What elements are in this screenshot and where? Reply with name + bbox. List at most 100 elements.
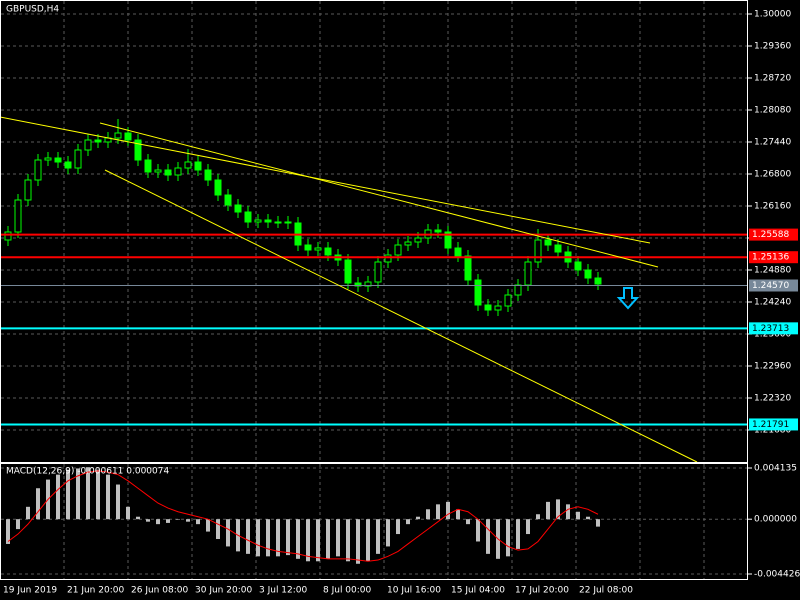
candle-body xyxy=(144,159,152,173)
trendline xyxy=(104,169,698,463)
candle-body xyxy=(534,239,542,263)
macd-bar xyxy=(6,519,10,544)
chart-title: GBPUSD,H4 xyxy=(6,5,59,15)
candle-body xyxy=(214,179,222,196)
candle-body xyxy=(504,294,512,307)
y-tick-label: 1.26800 xyxy=(754,170,791,180)
candle-body xyxy=(74,149,82,169)
macd-bar xyxy=(386,519,390,547)
candle-body xyxy=(524,261,532,286)
price-level-tag xyxy=(749,251,798,264)
macd-bar xyxy=(426,509,430,520)
macd-bar xyxy=(96,469,100,520)
price-level-label: 1.23713 xyxy=(752,324,789,334)
macd-bar xyxy=(356,519,360,564)
macd-bar xyxy=(316,519,320,562)
macd-bar xyxy=(296,519,300,559)
macd-bar xyxy=(256,519,260,557)
candle-body xyxy=(4,231,12,241)
candle-body xyxy=(324,247,332,256)
indicator-title: MACD(12,26,9) -0.000611 0.000074 xyxy=(6,467,169,477)
macd-bar xyxy=(176,519,180,520)
candle-body xyxy=(584,269,592,279)
price-level-tag xyxy=(749,322,798,335)
macd-bar xyxy=(116,484,120,520)
sell-arrow xyxy=(616,287,640,310)
macd-bar xyxy=(546,501,550,520)
candle-body xyxy=(284,221,292,224)
candle-body xyxy=(194,161,202,171)
macd-bar xyxy=(376,519,380,554)
macd-bar xyxy=(136,516,140,520)
y-tick-label: 0.004135 xyxy=(754,464,797,474)
candle-body xyxy=(414,237,422,243)
candle-body xyxy=(234,204,242,213)
candle-body xyxy=(594,277,602,285)
y-tick-label: -0.004426 xyxy=(754,569,800,579)
macd-bar xyxy=(586,516,590,520)
candle-body xyxy=(14,199,22,233)
macd-bar xyxy=(576,511,580,520)
candle-body xyxy=(434,229,442,233)
macd-bar xyxy=(206,519,210,532)
candle-body xyxy=(304,244,312,251)
candle-body xyxy=(474,279,482,306)
macd-bar xyxy=(216,519,220,540)
y-tick-label: 1.26160 xyxy=(754,202,791,212)
candle-body xyxy=(494,305,502,311)
candle-body xyxy=(64,161,72,169)
macd-bar xyxy=(436,504,440,520)
x-tick-label: 22 Jul 08:00 xyxy=(579,586,633,596)
y-tick-label: 1.22960 xyxy=(754,362,791,372)
candle-body xyxy=(34,159,42,181)
x-tick-label: 10 Jul 16:00 xyxy=(387,586,441,596)
y-tick-label: 1.27440 xyxy=(754,138,791,148)
candle-body xyxy=(54,157,62,163)
candle-body xyxy=(574,261,582,271)
macd-bar xyxy=(516,519,520,549)
candle-body xyxy=(94,139,102,143)
price-level-label: 1.25136 xyxy=(752,253,789,263)
macd-bar xyxy=(446,501,450,520)
candle-body xyxy=(374,261,382,283)
candle-body xyxy=(164,169,172,176)
macd-bar xyxy=(196,519,200,525)
candle-body xyxy=(274,221,282,224)
macd-bar xyxy=(336,519,340,557)
y-tick-label: 1.28080 xyxy=(754,106,791,116)
price-level-label: 1.21791 xyxy=(752,420,789,430)
macd-bar xyxy=(166,519,170,523)
price-level-label: 1.24570 xyxy=(752,281,789,291)
macd-bar xyxy=(486,519,490,554)
candle-body xyxy=(394,244,402,256)
macd-bar xyxy=(506,519,510,557)
candle-body xyxy=(464,255,472,281)
candle-body xyxy=(384,254,392,263)
candle-body xyxy=(204,169,212,181)
macd-bar xyxy=(36,488,40,520)
macd-bar xyxy=(226,519,230,547)
x-tick-label: 21 Jun 20:00 xyxy=(67,586,124,596)
macd-bar xyxy=(66,469,70,520)
y-tick-label: 1.29360 xyxy=(754,42,791,52)
macd-bar xyxy=(306,519,310,562)
candle-body xyxy=(344,259,352,284)
candle-body xyxy=(84,139,92,151)
price-level-tag xyxy=(749,279,798,292)
x-tick-label: 26 Jun 08:00 xyxy=(131,586,188,596)
x-tick-label: 30 Jun 20:00 xyxy=(195,586,252,596)
x-tick-label: 19 Jun 2019 xyxy=(3,586,57,596)
y-tick-label: 1.28720 xyxy=(754,74,791,84)
trendline xyxy=(0,116,651,244)
candle-body xyxy=(404,241,412,246)
macd-bar xyxy=(286,519,290,556)
macd-bar xyxy=(556,499,560,520)
candle-body xyxy=(514,284,522,296)
trendline xyxy=(99,122,659,268)
candle-body xyxy=(264,219,272,223)
macd-bar xyxy=(56,474,60,520)
macd-bar xyxy=(246,519,250,554)
macd-bar xyxy=(596,519,600,527)
macd-bar xyxy=(16,519,20,530)
